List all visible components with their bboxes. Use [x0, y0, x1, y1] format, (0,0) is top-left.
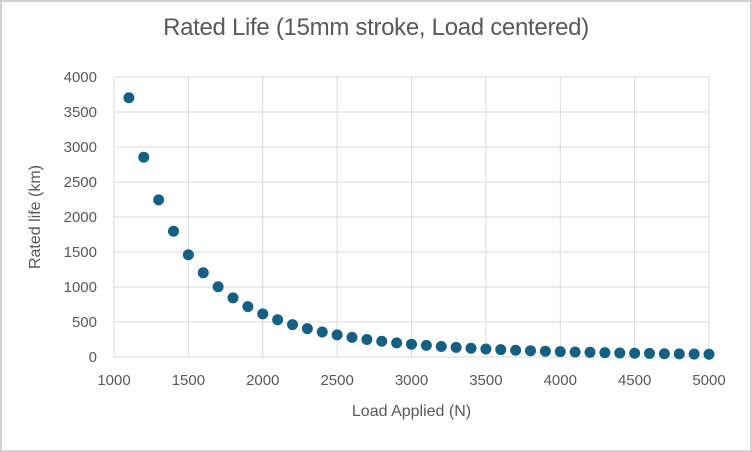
data-point[interactable]: [138, 151, 150, 163]
x-tick-label: 4500: [618, 372, 651, 389]
data-point[interactable]: [242, 301, 254, 313]
data-point[interactable]: [406, 338, 417, 350]
y-axis-title: Rated life (km): [27, 164, 44, 270]
y-tick-label: 4000: [64, 69, 97, 86]
data-point[interactable]: [197, 267, 209, 279]
data-point[interactable]: [301, 323, 313, 335]
data-point[interactable]: [287, 319, 298, 331]
data-point[interactable]: [510, 344, 522, 356]
data-point[interactable]: [420, 339, 432, 351]
data-point[interactable]: [569, 346, 581, 358]
x-tick-label: 1500: [172, 372, 205, 389]
x-tick-label: 2000: [246, 372, 279, 389]
data-point[interactable]: [346, 331, 358, 343]
data-point[interactable]: [703, 348, 715, 360]
data-point[interactable]: [495, 344, 507, 356]
data-point[interactable]: [658, 348, 670, 360]
data-point[interactable]: [554, 346, 566, 358]
x-tick-label: 5000: [692, 372, 725, 389]
data-point[interactable]: [584, 346, 596, 358]
data-point[interactable]: [331, 329, 343, 341]
x-tick-label: 1000: [97, 372, 130, 389]
data-point[interactable]: [123, 92, 135, 104]
data-point[interactable]: [539, 345, 551, 357]
y-tick-label: 2000: [64, 209, 97, 226]
y-tick-label: 1000: [64, 279, 97, 296]
x-tick-label: 4000: [544, 372, 577, 389]
data-point[interactable]: [182, 249, 194, 261]
data-point[interactable]: [435, 341, 447, 352]
x-tick-label: 2500: [320, 372, 353, 389]
x-tick-label: 3000: [395, 372, 428, 389]
data-point[interactable]: [673, 348, 685, 360]
data-point[interactable]: [480, 343, 492, 355]
data-point[interactable]: [629, 347, 641, 359]
data-point[interactable]: [272, 314, 284, 326]
data-point[interactable]: [525, 345, 536, 357]
data-point[interactable]: [614, 347, 626, 359]
chart-title: Rated Life (15mm stroke, Load centered): [163, 14, 589, 41]
data-point[interactable]: [450, 341, 462, 353]
data-point[interactable]: [316, 326, 328, 338]
data-point[interactable]: [376, 335, 388, 347]
y-tick-label: 3000: [64, 139, 97, 156]
data-point[interactable]: [212, 281, 224, 293]
data-point[interactable]: [168, 225, 179, 237]
y-tick-label: 500: [72, 314, 97, 331]
y-tick-label: 1500: [64, 244, 97, 261]
y-tick-label: 3500: [64, 104, 97, 121]
data-point[interactable]: [153, 194, 165, 206]
y-tick-label: 0: [89, 349, 97, 366]
data-point[interactable]: [257, 308, 269, 320]
data-point[interactable]: [227, 292, 239, 304]
data-point[interactable]: [391, 337, 403, 349]
x-tick-label: 3500: [469, 372, 502, 389]
x-axis-title: Load Applied (N): [351, 403, 472, 420]
data-point[interactable]: [361, 334, 373, 345]
data-point[interactable]: [644, 347, 655, 359]
data-point[interactable]: [599, 347, 611, 359]
data-point[interactable]: [465, 342, 477, 354]
data-point[interactable]: [688, 348, 700, 360]
y-tick-label: 2500: [64, 174, 97, 191]
